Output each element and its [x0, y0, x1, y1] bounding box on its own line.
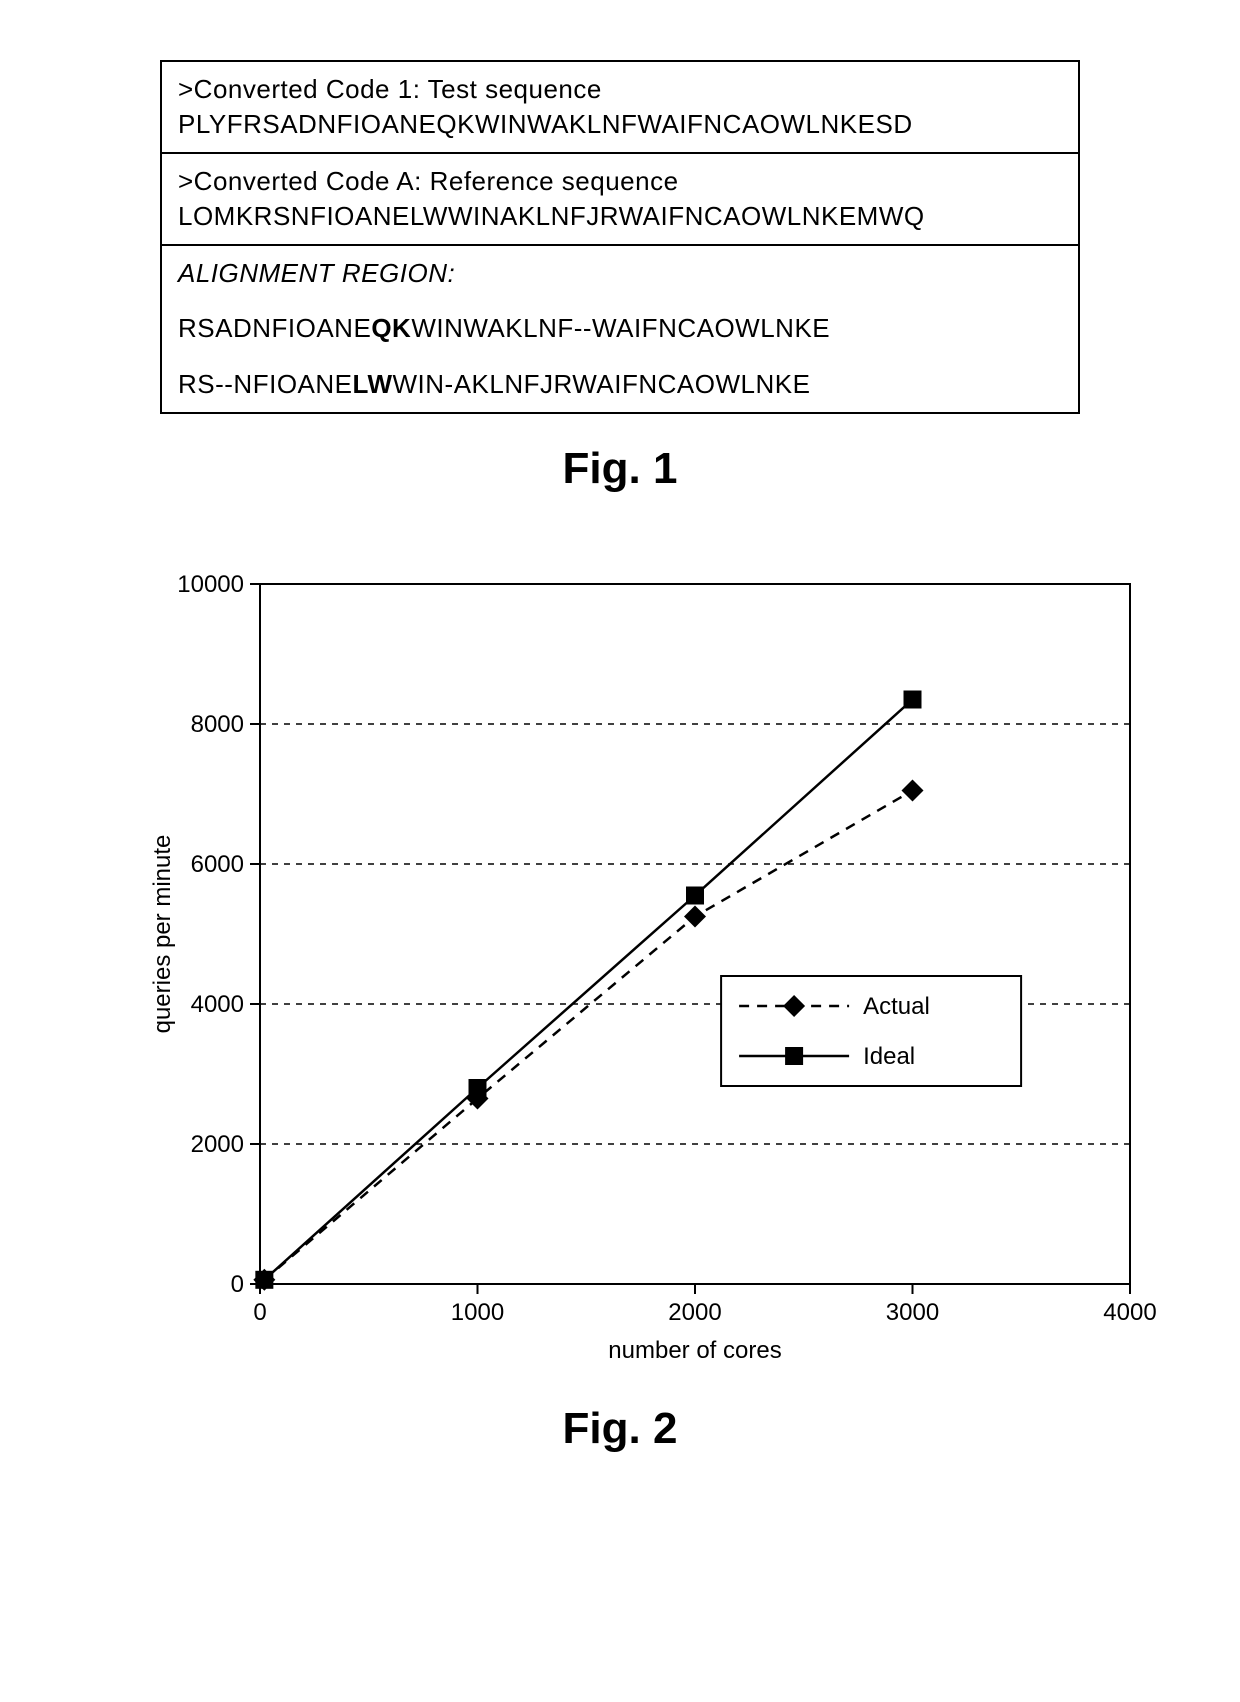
sequence-table: >Converted Code 1: Test sequence PLYFRSA… — [160, 60, 1080, 414]
svg-text:0: 0 — [253, 1299, 266, 1326]
svg-text:2000: 2000 — [668, 1299, 721, 1326]
svg-text:Actual: Actual — [863, 993, 930, 1020]
seq-cell-3: ALIGNMENT REGION: RSADNFIOANEQKWINWAKLNF… — [162, 246, 1078, 411]
svg-text:number of cores: number of cores — [608, 1337, 781, 1364]
svg-text:2000: 2000 — [191, 1131, 244, 1158]
seq2-header: >Converted Code A: Reference sequence — [178, 164, 1062, 199]
svg-text:1000: 1000 — [451, 1299, 504, 1326]
svg-text:4000: 4000 — [1103, 1299, 1156, 1326]
performance-chart: 010002000300040000200040006000800010000n… — [130, 564, 1110, 1374]
figure2-caption: Fig. 2 — [100, 1404, 1140, 1454]
svg-text:Ideal: Ideal — [863, 1043, 915, 1070]
svg-text:8000: 8000 — [191, 711, 244, 738]
seq2-sequence: LOMKRSNFIOANELWWINAKLNFJRWAIFNCAOWLNKEMW… — [178, 199, 1062, 234]
seq1-sequence: PLYFRSADNFIOANEQKWINWAKLNFWAIFNCAOWLNKES… — [178, 107, 1062, 142]
svg-text:queries per minute: queries per minute — [149, 834, 176, 1033]
alignment-line-2: RS--NFIOANELWWIN-AKLNFJRWAIFNCAOWLNKE — [178, 367, 1062, 402]
svg-text:0: 0 — [231, 1271, 244, 1298]
svg-text:3000: 3000 — [886, 1299, 939, 1326]
svg-text:10000: 10000 — [177, 571, 244, 598]
svg-text:4000: 4000 — [191, 991, 244, 1018]
chart-svg: 0 1000 2000 3000 4000 0 2000 4000 6000 8000 10000 n… — [130, 564, 1160, 1374]
alignment-line-1: RSADNFIOANEQKWINWAKLNF--WAIFNCAOWLNKE — [178, 311, 1062, 346]
seq-cell-1: >Converted Code 1: Test sequence PLYFRSA… — [162, 62, 1078, 154]
figure1-caption: Fig. 1 — [100, 444, 1140, 494]
svg-text:6000: 6000 — [191, 851, 244, 878]
seq1-header: >Converted Code 1: Test sequence — [178, 72, 1062, 107]
seq-cell-2: >Converted Code A: Reference sequence LO… — [162, 154, 1078, 246]
alignment-title: ALIGNMENT REGION: — [178, 256, 1062, 291]
